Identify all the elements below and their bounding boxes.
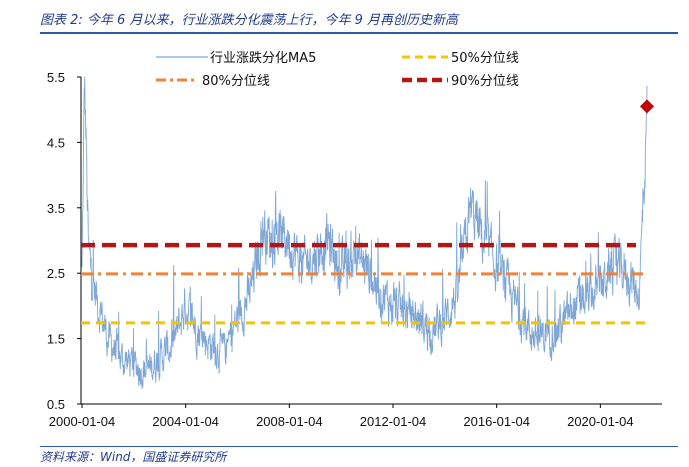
y-tick-label: 3.5 [47, 201, 65, 216]
legend-item-ma5-label: 行业涨跌分化MA5 [210, 50, 316, 66]
x-tick-label: 2000-01-04 [49, 414, 116, 429]
y-tick-label: 4.5 [47, 135, 65, 150]
title-divider [40, 32, 678, 34]
series-group [81, 76, 654, 389]
x-tick-labels: 2000-01-04 2004-01-04 2008-01-04 2012-01-04… [49, 414, 634, 429]
legend-item-p90-label: 90%分位线 [451, 74, 519, 89]
reference-lines [81, 242, 646, 325]
chart-title: 图表 2: 今年 6 月以来，行业涨跌分化震荡上行，今年 9 月再创历史新高 [40, 13, 458, 28]
x-tick-label: 2008-01-04 [256, 414, 323, 429]
legend-item-p50-label: 50%分位线 [451, 51, 519, 66]
y-tick-label: 0.5 [47, 397, 65, 412]
legend: 行业涨跌分化MA5 50%分位线 80%分位线 90%分位线 [156, 50, 519, 89]
y-tick-label: 5.5 [47, 70, 65, 85]
legend-item-p80-label: 80%分位线 [202, 74, 270, 89]
x-tick-label: 2020-01-04 [567, 414, 634, 429]
x-tick-label: 2004-01-04 [152, 414, 219, 429]
y-tick-label: 1.5 [47, 332, 65, 347]
latest-value-marker [640, 99, 654, 114]
source-note: 资料来源：Wind，国盛证券研究所 [40, 450, 227, 464]
footer-divider [40, 446, 678, 447]
x-tick-label: 2016-01-04 [463, 414, 530, 429]
x-tick-label: 2012-01-04 [360, 414, 427, 429]
y-tick-labels: 0.5 1.5 2.5 3.5 4.5 5.5 [47, 70, 65, 412]
y-tick-label: 2.5 [47, 266, 65, 281]
series-line-ma5 [81, 76, 648, 389]
axes [77, 76, 662, 408]
